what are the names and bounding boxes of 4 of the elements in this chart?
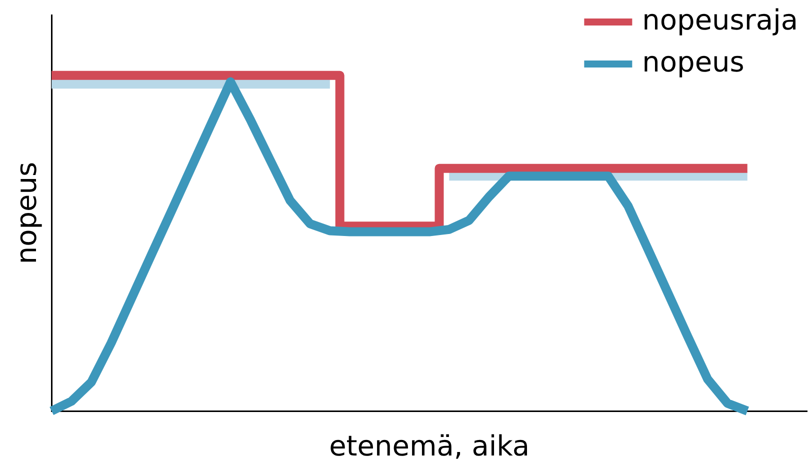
y-axis-title: nopeus: [10, 162, 44, 264]
x-axis-title: etenemä, aika: [329, 429, 530, 462]
legend-label: nopeusraja: [642, 3, 798, 36]
legend-label: nopeus: [642, 45, 744, 78]
